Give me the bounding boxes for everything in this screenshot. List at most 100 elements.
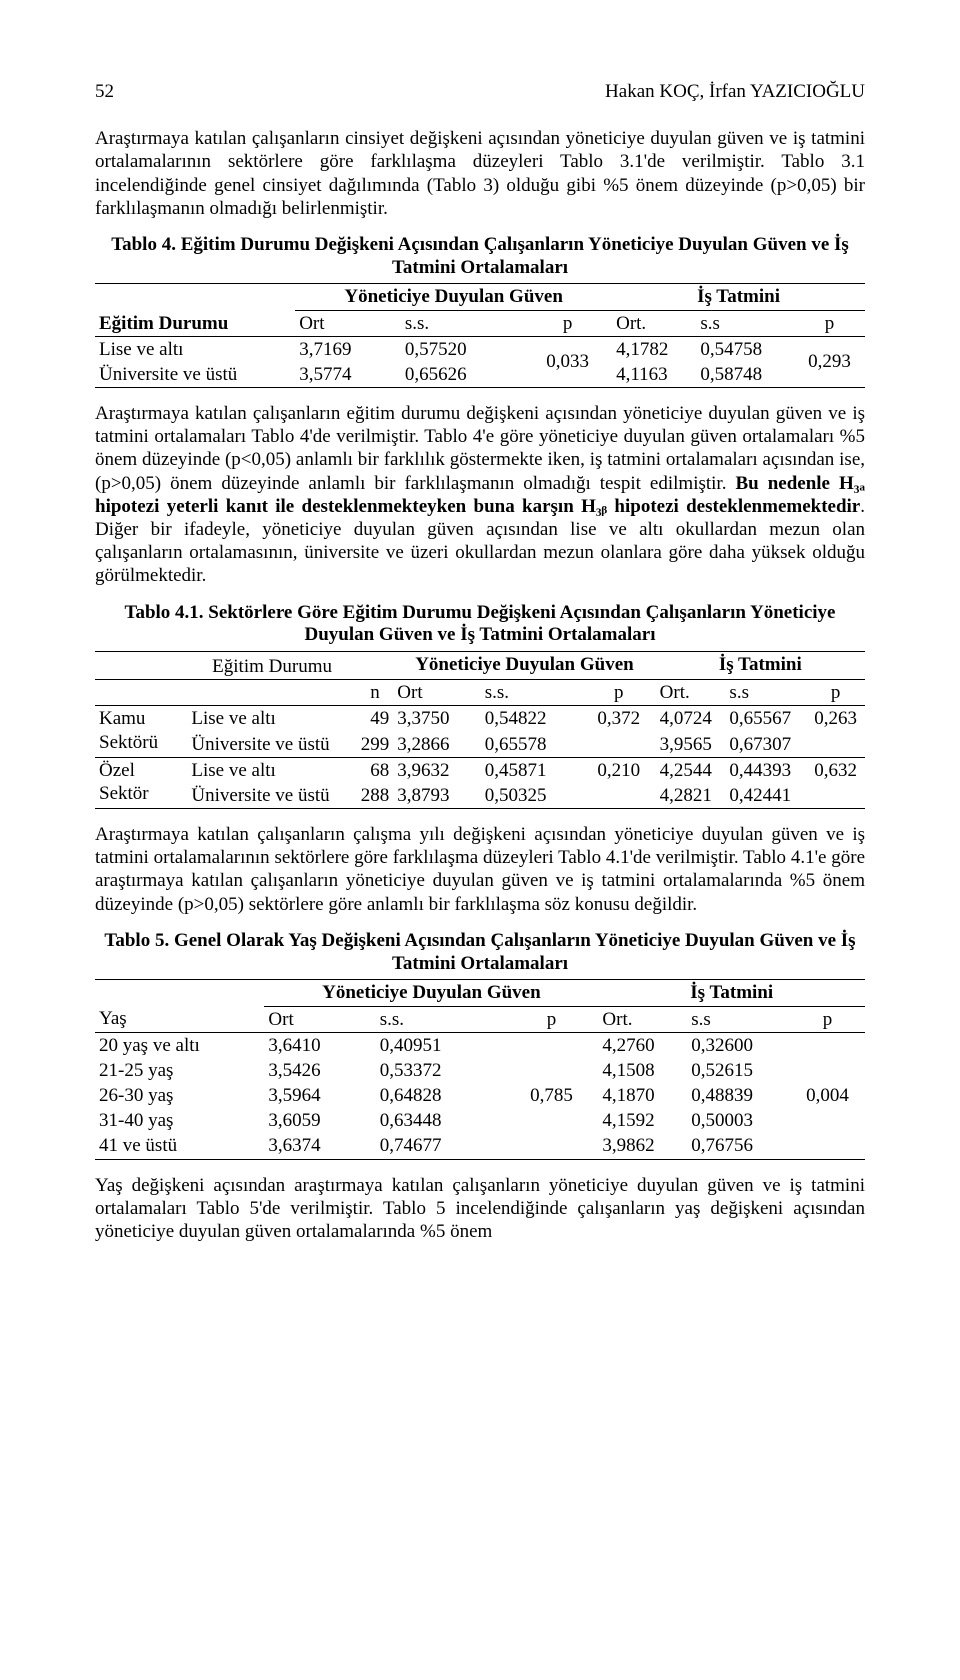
table41-g1r1-ort1: 3,8793 xyxy=(393,783,480,809)
table4-p1: 0,033 xyxy=(523,336,612,387)
table41-sub-ss2: s.s xyxy=(725,680,806,706)
table5-r0-label: 20 yaş ve altı xyxy=(95,1032,264,1058)
table41-g1r1-n: 288 xyxy=(357,783,394,809)
table4-p2: 0,293 xyxy=(794,336,865,387)
table41-g1r0-ss2: 0,44393 xyxy=(725,757,806,783)
table5-sub-ort2: Ort. xyxy=(598,1006,687,1032)
table4-sub-p1: p xyxy=(523,310,612,336)
table5-r2-ort1: 3,5964 xyxy=(264,1083,375,1108)
table41-head-it: İş Tatmini xyxy=(656,652,865,678)
table41-g0r0-ss2: 0,65567 xyxy=(725,706,806,732)
table5-r3-ss1: 0,63448 xyxy=(376,1108,505,1133)
table5-r2-label: 26-30 yaş xyxy=(95,1083,264,1108)
table4-row0-ort2: 4,1782 xyxy=(612,336,696,362)
table41-g1r0-ort1: 3,9632 xyxy=(393,757,480,783)
table5-r4-ss1: 0,74677 xyxy=(376,1133,505,1159)
table5-r4-ort2: 3,9862 xyxy=(598,1133,687,1159)
table41-g0r0-p2: 0,263 xyxy=(806,706,865,732)
table5-p2: 0,004 xyxy=(790,1032,865,1159)
table41-head-ed: Eğitim Durumu xyxy=(187,652,356,680)
table41-g0r0-ort1: 3,3750 xyxy=(393,706,480,732)
table41-sub-ss1: s.s. xyxy=(481,680,582,706)
table5-r3-ort1: 3,6059 xyxy=(264,1108,375,1133)
table41-g1r0-label: Lise ve altı xyxy=(187,757,356,783)
table4-sub-ort1: Ort xyxy=(295,310,401,336)
table41-g1r0-p2: 0,632 xyxy=(806,757,865,783)
table5-caption: Tablo 5. Genel Olarak Yaş Değişkeni Açıs… xyxy=(95,930,865,976)
table41-g1r0-n: 68 xyxy=(357,757,394,783)
table41-g0r0-ss1: 0,54822 xyxy=(481,706,582,732)
table5-r4-ort1: 3,6374 xyxy=(264,1133,375,1159)
table5-r3-ss2: 0,50003 xyxy=(687,1108,790,1133)
table5-head-it: İş Tatmini xyxy=(598,980,865,1006)
table41-sub-p1: p xyxy=(582,680,656,706)
paragraph-2: Araştırmaya katılan çalışanların eğitim … xyxy=(95,402,865,587)
table4-row0-label: Lise ve altı xyxy=(95,336,295,362)
table41-g0r0-label: Lise ve altı xyxy=(187,706,356,732)
table4-sub-ort2: Ort. xyxy=(612,310,696,336)
table41-sub-p2: p xyxy=(806,680,865,706)
page-header: 52 Hakan KOÇ, İrfan YAZICIOĞLU xyxy=(95,80,865,103)
table4-row1-ss2: 0,58748 xyxy=(696,362,794,388)
table41-g1r1-ss2: 0,42441 xyxy=(725,783,806,809)
table5-r1-ort2: 4,1508 xyxy=(598,1058,687,1083)
table4-head-egitim: Eğitim Durumu xyxy=(95,284,295,336)
table4-head-it: İş Tatmini xyxy=(612,284,865,310)
table5-r1-ort1: 3,5426 xyxy=(264,1058,375,1083)
table4-caption: Tablo 4. Eğitim Durumu Değişkeni Açısınd… xyxy=(95,234,865,280)
table41-caption: Tablo 4.1. Sektörlere Göre Eğitim Durumu… xyxy=(95,602,865,648)
table5-r3-ort2: 4,1592 xyxy=(598,1108,687,1133)
table5-sub-p2: p xyxy=(790,1006,865,1032)
table41-g0r1-ss2: 0,67307 xyxy=(725,732,806,758)
table5-r0-ss2: 0,32600 xyxy=(687,1032,790,1058)
table4-row0-ss1: 0,57520 xyxy=(401,336,523,362)
table4: Eğitim Durumu Yöneticiye Duyulan Güven İ… xyxy=(95,283,865,388)
table41: Eğitim Durumu Yöneticiye Duyulan Güven İ… xyxy=(95,651,865,809)
table5-sub-ss2: s.s xyxy=(687,1006,790,1032)
table5-r0-ort2: 4,2760 xyxy=(598,1032,687,1058)
table41-g0r1-n: 299 xyxy=(357,732,394,758)
table5-r4-ss2: 0,76756 xyxy=(687,1133,790,1159)
table5-r0-ort1: 3,6410 xyxy=(264,1032,375,1058)
table4-sub-ss2: s.s xyxy=(696,310,794,336)
table5-rowhead: Yaş xyxy=(95,1006,264,1032)
table41-g1-sector: Özel Sektör xyxy=(95,757,187,808)
table4-row1-label: Üniversite ve üstü xyxy=(95,362,295,388)
table41-g0r0-ort2: 4,0724 xyxy=(656,706,726,732)
table4-row1-ort2: 4,1163 xyxy=(612,362,696,388)
table5-r1-ss1: 0,53372 xyxy=(376,1058,505,1083)
table4-row0-ort1: 3,7169 xyxy=(295,336,401,362)
table5-p1: 0,785 xyxy=(505,1032,599,1159)
table5: Yöneticiye Duyulan Güven İş Tatmini Yaş … xyxy=(95,979,865,1159)
paragraph-3: Araştırmaya katılan çalışanların çalışma… xyxy=(95,823,865,916)
table41-g0r1-label: Üniversite ve üstü xyxy=(187,732,356,758)
table5-r2-ss2: 0,48839 xyxy=(687,1083,790,1108)
table41-g0r1-ss1: 0,65578 xyxy=(481,732,582,758)
table41-head-ydg: Yöneticiye Duyulan Güven xyxy=(393,652,655,678)
table4-row1-ort1: 3,5774 xyxy=(295,362,401,388)
table41-g0r0-p1: 0,372 xyxy=(582,706,656,732)
table41-g0-sector: Kamu Sektörü xyxy=(95,706,187,757)
table41-g0r1-ort1: 3,2866 xyxy=(393,732,480,758)
table5-r3-label: 31-40 yaş xyxy=(95,1108,264,1133)
table41-g1r0-ss1: 0,45871 xyxy=(481,757,582,783)
table41-g1r0-p1: 0,210 xyxy=(582,757,656,783)
table41-sub-ort1: Ort xyxy=(393,680,480,706)
table5-r4-label: 41 ve üstü xyxy=(95,1133,264,1159)
table41-sub-ort2: Ort. xyxy=(656,680,726,706)
table4-row1-ss1: 0,65626 xyxy=(401,362,523,388)
table4-sub-ss1: s.s. xyxy=(401,310,523,336)
table5-r0-ss1: 0,40951 xyxy=(376,1032,505,1058)
table41-g1r1-label: Üniversite ve üstü xyxy=(187,783,356,809)
table4-sub-p2: p xyxy=(794,310,865,336)
table41-g0r1-ort2: 3,9565 xyxy=(656,732,726,758)
table41-g1r0-ort2: 4,2544 xyxy=(656,757,726,783)
table41-g1r1-ss1: 0,50325 xyxy=(481,783,582,809)
paragraph-4: Yaş değişkeni açısından araştırmaya katı… xyxy=(95,1174,865,1244)
table5-r1-label: 21-25 yaş xyxy=(95,1058,264,1083)
table5-sub-ort1: Ort xyxy=(264,1006,375,1032)
table4-head-ydg: Yöneticiye Duyulan Güven xyxy=(295,284,612,310)
table5-r1-ss2: 0,52615 xyxy=(687,1058,790,1083)
paragraph-1: Araştırmaya katılan çalışanların cinsiye… xyxy=(95,127,865,220)
table5-sub-p1: p xyxy=(505,1006,599,1032)
